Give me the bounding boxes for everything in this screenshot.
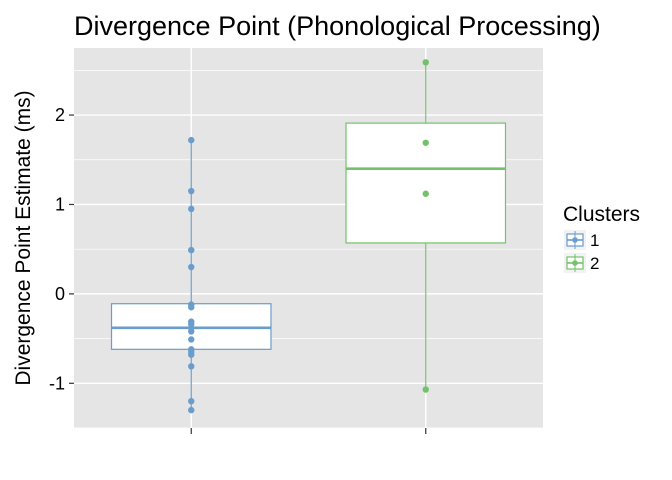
legend: Clusters 12 xyxy=(563,203,640,273)
chart-title: Divergence Point (Phonological Processin… xyxy=(74,11,601,41)
legend-label: 2 xyxy=(590,254,599,273)
data-point xyxy=(188,136,195,144)
data-point xyxy=(188,336,195,343)
legend-item-1: 1 xyxy=(564,230,599,250)
data-point xyxy=(188,205,195,213)
y-tick-label: -1 xyxy=(49,373,65,393)
boxplots xyxy=(110,59,507,414)
data-point xyxy=(422,386,429,393)
data-point xyxy=(422,139,429,146)
data-point xyxy=(422,59,429,66)
boxplot-cluster-1 xyxy=(110,136,272,414)
data-point xyxy=(188,246,195,254)
data-point xyxy=(188,397,195,405)
y-axis-title: Divergence Point Estimate (ms) xyxy=(12,90,35,385)
legend-item-2: 2 xyxy=(564,253,599,273)
legend-label: 1 xyxy=(590,231,599,250)
data-point xyxy=(422,190,429,197)
data-point xyxy=(188,363,195,370)
y-tick-label: 2 xyxy=(55,105,65,125)
data-point xyxy=(188,304,195,311)
y-tick-label: 1 xyxy=(55,194,65,214)
data-point xyxy=(188,351,195,358)
legend-key-point xyxy=(572,237,578,243)
y-axis: -1 0 1 2 xyxy=(49,105,74,393)
legend-title: Clusters xyxy=(563,203,640,226)
data-point xyxy=(188,328,195,335)
data-point xyxy=(188,263,195,271)
legend-items: 12 xyxy=(564,230,599,273)
data-point xyxy=(188,187,195,195)
x-axis xyxy=(190,428,427,434)
legend-key-point xyxy=(572,260,578,266)
y-tick-label: 0 xyxy=(55,284,65,304)
data-point xyxy=(188,406,195,414)
boxplot-cluster-2 xyxy=(345,59,507,393)
